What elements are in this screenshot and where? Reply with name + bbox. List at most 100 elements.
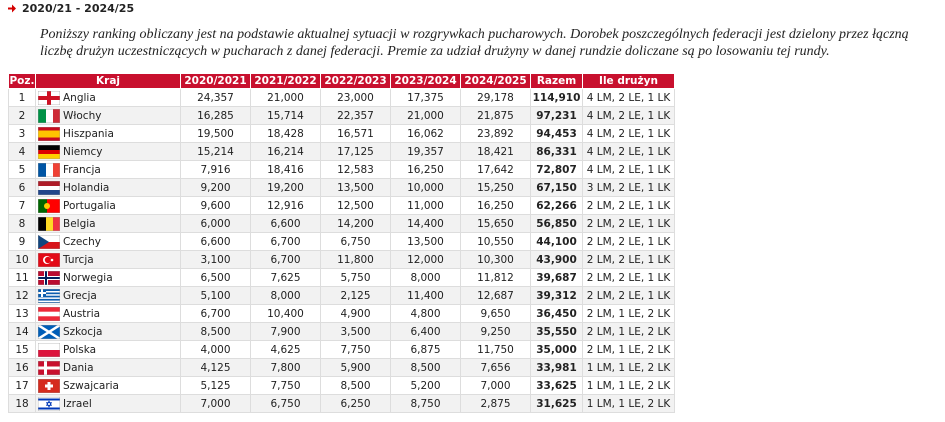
season-cell: 6,000 — [180, 214, 251, 233]
country-name: Anglia — [63, 91, 96, 104]
season-cell: 23,892 — [460, 124, 531, 143]
country-cell: Izrael — [35, 394, 181, 413]
season-cell: 8,500 — [180, 322, 251, 341]
total-cell: 62,266 — [530, 196, 583, 215]
country-cell: Belgia — [35, 214, 181, 233]
total-cell: 94,453 — [530, 124, 583, 143]
flag-icon — [37, 342, 61, 357]
season-cell: 6,500 — [180, 268, 251, 287]
season-cell: 15,214 — [180, 142, 251, 161]
season-cell: 15,250 — [460, 178, 531, 197]
country-name: Polska — [63, 343, 97, 356]
teams-cell: 2 LM, 1 LE, 2 LK — [582, 322, 675, 341]
season-cell: 9,650 — [460, 304, 531, 323]
season-cell: 21,875 — [460, 106, 531, 125]
teams-cell: 2 LM, 2 LE, 1 LK — [582, 268, 675, 287]
country-name: Szkocja — [63, 325, 103, 338]
flag-icon — [37, 288, 61, 303]
season-cell: 22,357 — [320, 106, 391, 125]
column-header: 2021/2022 — [250, 73, 321, 89]
season-cell: 7,750 — [250, 376, 321, 395]
table-row: 7 Portugalia 9,600 12,916 12,500 11,000 16,250… — [8, 196, 675, 215]
teams-cell: 1 LM, 1 LE, 2 LK — [582, 394, 675, 413]
teams-cell: 3 LM, 2 LE, 1 LK — [582, 178, 675, 197]
season-cell: 21,000 — [250, 88, 321, 107]
column-header: 2020/2021 — [180, 73, 251, 89]
season-cell: 6,600 — [180, 232, 251, 251]
season-cell: 13,500 — [390, 232, 461, 251]
arrow-icon — [8, 4, 16, 13]
position-cell: 2 — [8, 106, 36, 125]
table-body: 1 Anglia 24,357 21,000 23,000 17,375 29,178 114… — [8, 88, 675, 413]
season-cell: 15,714 — [250, 106, 321, 125]
country-name: Turcja — [63, 253, 94, 266]
season-cell: 6,250 — [320, 394, 391, 413]
country-cell: Polska — [35, 340, 181, 359]
column-header: Poz. — [8, 73, 36, 89]
season-cell: 5,125 — [180, 376, 251, 395]
position-cell: 9 — [8, 232, 36, 251]
season-cell: 12,500 — [320, 196, 391, 215]
country-name: Włochy — [63, 109, 102, 122]
table-row: 11 Norwegia 6,500 7,625 5,750 8,000 11,812 39,6… — [8, 268, 675, 287]
flag-icon — [37, 306, 61, 321]
country-name: Hiszpania — [63, 127, 114, 140]
season-cell: 19,200 — [250, 178, 321, 197]
country-cell: Dania — [35, 358, 181, 377]
flag-icon — [37, 378, 61, 393]
season-cell: 12,000 — [390, 250, 461, 269]
country-name: Dania — [63, 361, 94, 374]
country-cell: Austria — [35, 304, 181, 323]
flag-icon — [37, 144, 61, 159]
teams-cell: 1 LM, 1 LE, 2 LK — [582, 376, 675, 395]
table-row: 12 Grecja 5,100 8,000 2,125 11,400 12,687 39,31… — [8, 286, 675, 305]
position-cell: 17 — [8, 376, 36, 395]
section-title: 2020/21 - 2024/25 — [22, 2, 135, 15]
season-cell: 4,900 — [320, 304, 391, 323]
country-cell: Grecja — [35, 286, 181, 305]
season-cell: 7,800 — [250, 358, 321, 377]
total-cell: 35,000 — [530, 340, 583, 359]
season-cell: 17,375 — [390, 88, 461, 107]
country-name: Izrael — [63, 397, 92, 410]
season-cell: 4,625 — [250, 340, 321, 359]
total-cell: 56,850 — [530, 214, 583, 233]
teams-cell: 4 LM, 2 LE, 1 LK — [582, 124, 675, 143]
season-cell: 9,600 — [180, 196, 251, 215]
position-cell: 6 — [8, 178, 36, 197]
position-cell: 5 — [8, 160, 36, 179]
season-cell: 12,916 — [250, 196, 321, 215]
country-name: Austria — [63, 307, 101, 320]
season-cell: 16,571 — [320, 124, 391, 143]
season-cell: 6,600 — [250, 214, 321, 233]
table-row: 1 Anglia 24,357 21,000 23,000 17,375 29,178 114… — [8, 88, 675, 107]
season-cell: 17,125 — [320, 142, 391, 161]
ranking-table: Poz. Kraj 2020/2021 2021/2022 2022/2023 2023/… — [8, 73, 675, 413]
teams-cell: 2 LM, 2 LE, 1 LK — [582, 196, 675, 215]
column-header: 2024/2025 — [460, 73, 531, 89]
section-header: 2020/21 - 2024/25 — [8, 2, 134, 15]
season-cell: 5,750 — [320, 268, 391, 287]
table-row: 5 Francja 7,916 18,416 12,583 16,250 17,642 72,… — [8, 160, 675, 179]
season-cell: 10,300 — [460, 250, 531, 269]
season-cell: 11,000 — [390, 196, 461, 215]
column-header: Razem — [530, 73, 583, 89]
country-cell: Włochy — [35, 106, 181, 125]
season-cell: 5,100 — [180, 286, 251, 305]
table-row: 3 Hiszpania 19,500 18,428 16,571 16,062 23,892… — [8, 124, 675, 143]
season-cell: 18,421 — [460, 142, 531, 161]
header-row: Poz. Kraj 2020/2021 2021/2022 2022/2023 2023/… — [8, 73, 675, 89]
teams-cell: 4 LM, 2 LE, 1 LK — [582, 160, 675, 179]
position-cell: 14 — [8, 322, 36, 341]
season-cell: 19,357 — [390, 142, 461, 161]
season-cell: 16,250 — [460, 196, 531, 215]
position-cell: 11 — [8, 268, 36, 287]
season-cell: 7,916 — [180, 160, 251, 179]
season-cell: 2,125 — [320, 286, 391, 305]
season-cell: 7,900 — [250, 322, 321, 341]
season-cell: 6,750 — [320, 232, 391, 251]
country-cell: Holandia — [35, 178, 181, 197]
season-cell: 6,700 — [250, 250, 321, 269]
season-cell: 7,000 — [460, 376, 531, 395]
total-cell: 72,807 — [530, 160, 583, 179]
